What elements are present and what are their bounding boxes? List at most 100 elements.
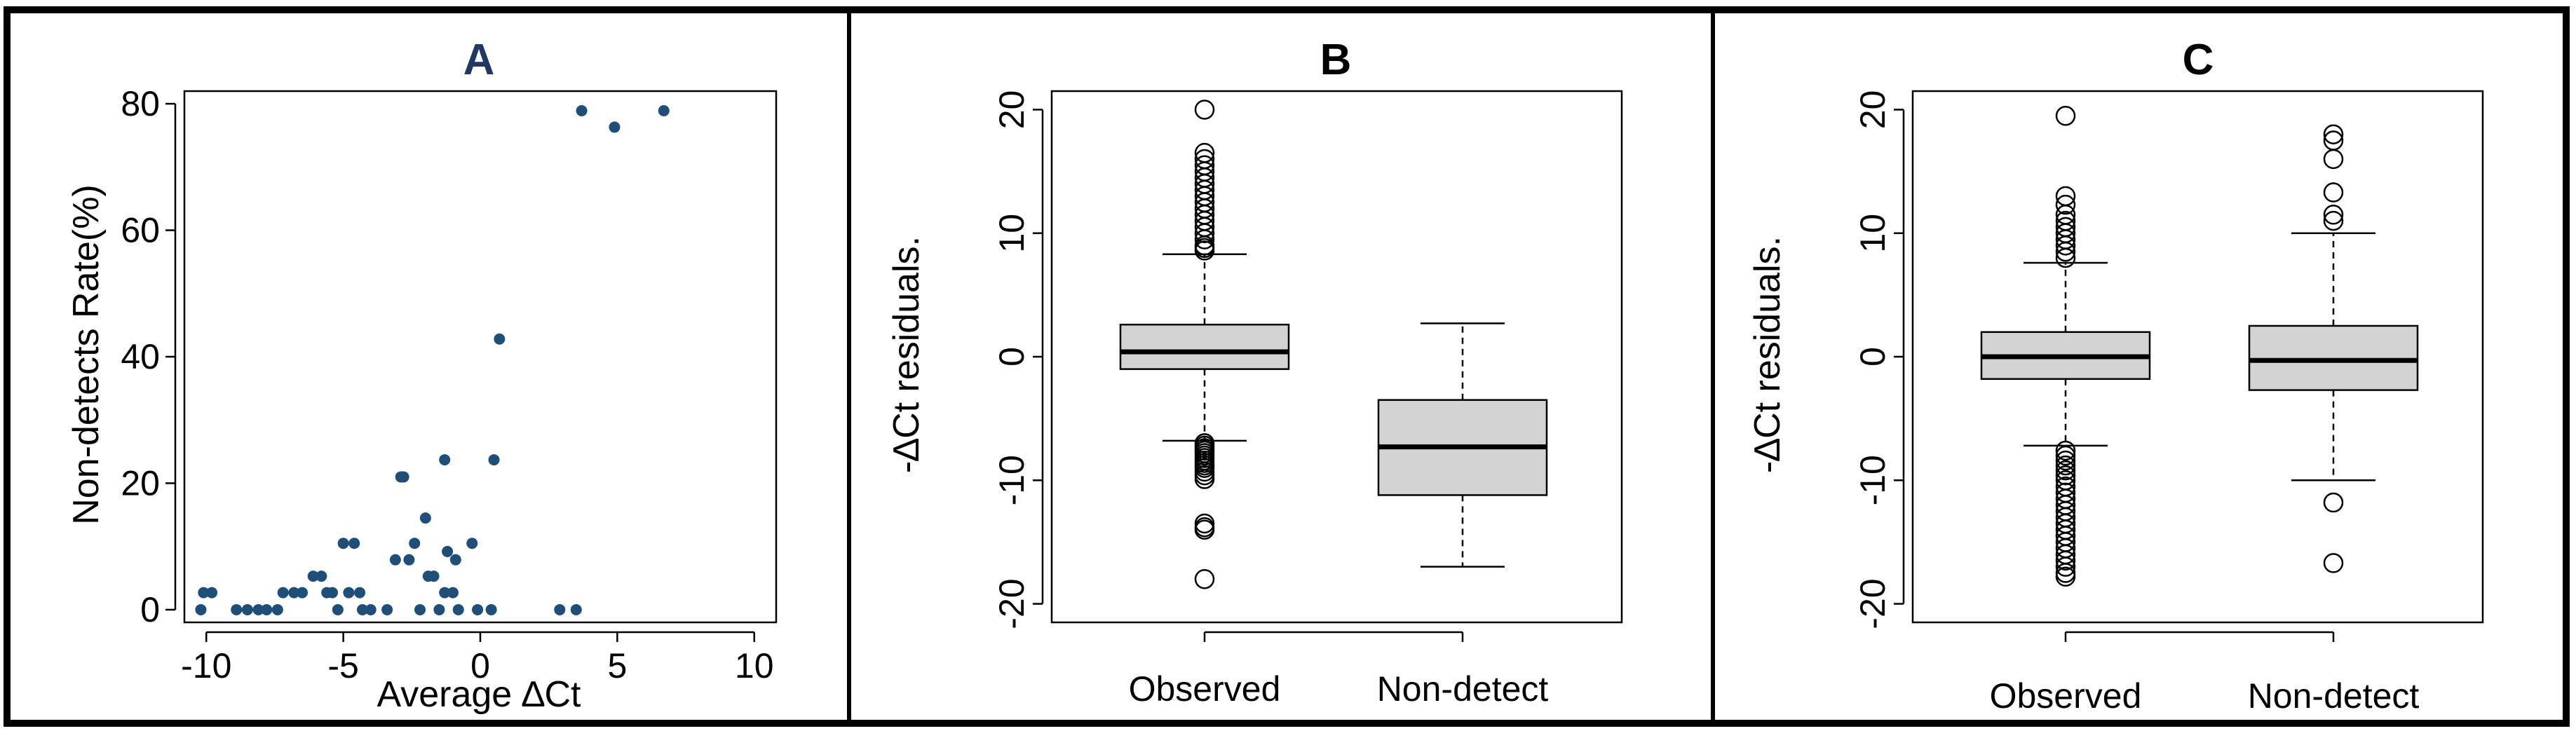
scatter-point xyxy=(439,587,451,599)
outlier-point xyxy=(1194,229,1215,250)
scatter-point xyxy=(198,587,210,599)
panel-c-y-label: -∆Ct residuals. xyxy=(1747,236,1788,473)
scatter-point xyxy=(332,603,344,615)
scatter-point xyxy=(442,545,454,557)
outlier-point xyxy=(2055,194,2076,215)
scatter-point xyxy=(409,538,421,549)
panel-a: A 0 20 40 60 80 -10 -5 0 5 10 Average ∆Ct Non-det… xyxy=(66,36,778,715)
outlier-point xyxy=(2055,445,2076,466)
scatter-point xyxy=(576,104,588,116)
scatter-point xyxy=(466,538,478,549)
panel-c-plot-frame xyxy=(1911,90,2484,624)
scatter-point xyxy=(403,554,415,566)
panel-c-y-tick-label: -20 xyxy=(1853,578,1892,629)
iqr-box xyxy=(2248,324,2419,391)
panel-c-category-label: Non-detect xyxy=(2248,676,2420,716)
outlier-point xyxy=(2055,455,2076,476)
outlier-point xyxy=(2323,182,2344,203)
panel-a-y-tick-label: 0 xyxy=(140,590,160,629)
outlier-point xyxy=(2055,241,2076,262)
outlier-point xyxy=(2055,556,2076,577)
scatter-point xyxy=(433,603,445,615)
outlier-point xyxy=(1194,519,1215,540)
scatter-point xyxy=(316,570,327,582)
scatter-point xyxy=(261,603,273,615)
panel-c-box-2 xyxy=(2248,124,2419,573)
scatter-point xyxy=(658,104,670,116)
panel-b-y-label: -∆Ct residuals. xyxy=(886,236,927,473)
scatter-point xyxy=(356,603,368,615)
panel-b-category-label: Observed xyxy=(1129,669,1281,709)
scatter-point xyxy=(381,603,393,615)
outlier-point xyxy=(2323,492,2344,513)
panel-b: B -20 -10 0 10 20 Observed Non-detect -∆Ct res… xyxy=(886,36,1623,709)
panel-a-x-tick-label: 0 xyxy=(470,646,490,685)
panel-a-y-tick-label: 60 xyxy=(121,211,160,250)
panel-a-x-tick-label: -10 xyxy=(181,646,231,685)
outlier-point xyxy=(2055,106,2076,126)
panel-a-title: A xyxy=(463,36,495,84)
scatter-point xyxy=(449,554,461,566)
scatter-point xyxy=(365,603,377,615)
outlier-point xyxy=(2055,450,2076,471)
scatter-point xyxy=(570,603,582,615)
panel-a-y-label: Non-detects Rate(%) xyxy=(66,184,107,525)
outlier-point xyxy=(1194,100,1215,120)
panel-c-category-label: Observed xyxy=(1990,676,2142,716)
scatter-point xyxy=(241,603,253,615)
scatter-point xyxy=(271,603,283,615)
panel-b-box-1 xyxy=(1119,100,1290,589)
scatter-point xyxy=(609,121,621,133)
panel-c-axes: -20 -10 0 10 20 Observed Non-detect xyxy=(1853,90,2419,716)
panel-a-x-tick-label: 10 xyxy=(735,646,774,685)
panel-a-y-tick-label: 80 xyxy=(121,84,160,123)
outlier-point xyxy=(2055,465,2076,486)
scatter-point xyxy=(398,471,409,483)
scatter-point xyxy=(277,587,289,599)
scatter-point xyxy=(554,603,566,615)
scatter-point xyxy=(485,603,497,615)
panel-a-y-tick-label: 40 xyxy=(121,337,160,376)
scatter-point xyxy=(348,538,360,549)
outlier-point xyxy=(2323,124,2344,144)
panel-c-y-tick-label: 20 xyxy=(1853,90,1892,130)
outlier-point xyxy=(1194,569,1215,589)
outlier-point xyxy=(2055,460,2076,481)
scatter-point xyxy=(439,454,451,466)
scatter-point xyxy=(428,570,440,582)
panel-b-y-tick-label: 10 xyxy=(992,214,1031,253)
scatter-point xyxy=(389,554,401,566)
panel-a-x-label: Average ∆Ct xyxy=(377,674,581,715)
scatter-point xyxy=(488,454,500,466)
scatter-point xyxy=(494,333,506,345)
panel-b-category-label: Non-detect xyxy=(1377,669,1549,709)
panel-a-x-tick-label: -5 xyxy=(327,646,358,685)
scatter-point xyxy=(297,587,309,599)
panel-b-y-tick-label: 0 xyxy=(992,347,1031,367)
outlier-point xyxy=(1194,469,1215,489)
panel-b-axes: -20 -10 0 10 20 Observed Non-detect xyxy=(992,90,1548,709)
outlier-point xyxy=(2055,440,2076,461)
panel-a-points xyxy=(195,104,670,615)
panel-b-boxes xyxy=(1119,100,1548,589)
scatter-point xyxy=(252,603,264,615)
outlier-point xyxy=(2055,566,2076,587)
panel-b-box-2 xyxy=(1377,322,1548,568)
panel-c-boxes xyxy=(1980,106,2419,587)
scatter-point xyxy=(472,603,484,615)
scatter-point xyxy=(414,603,426,615)
panel-b-y-tick-label: -10 xyxy=(992,455,1031,505)
panel-a-y-tick-label: 20 xyxy=(121,463,160,503)
scatter-point xyxy=(195,603,207,615)
outlier-point xyxy=(2055,235,2076,256)
scatter-point xyxy=(354,587,366,599)
iqr-box xyxy=(1119,323,1290,370)
scatter-point xyxy=(206,587,218,599)
panel-a-x-tick-label: 5 xyxy=(607,646,627,685)
outlier-point xyxy=(1194,240,1215,261)
outlier-point xyxy=(2323,553,2344,573)
outlier-point xyxy=(2055,247,2076,268)
panel-b-y-tick-label: 20 xyxy=(992,90,1031,130)
panel-b-plot-frame xyxy=(1050,90,1623,624)
panel-a-axes: 0 20 40 60 80 -10 -5 0 5 10 xyxy=(121,84,773,685)
